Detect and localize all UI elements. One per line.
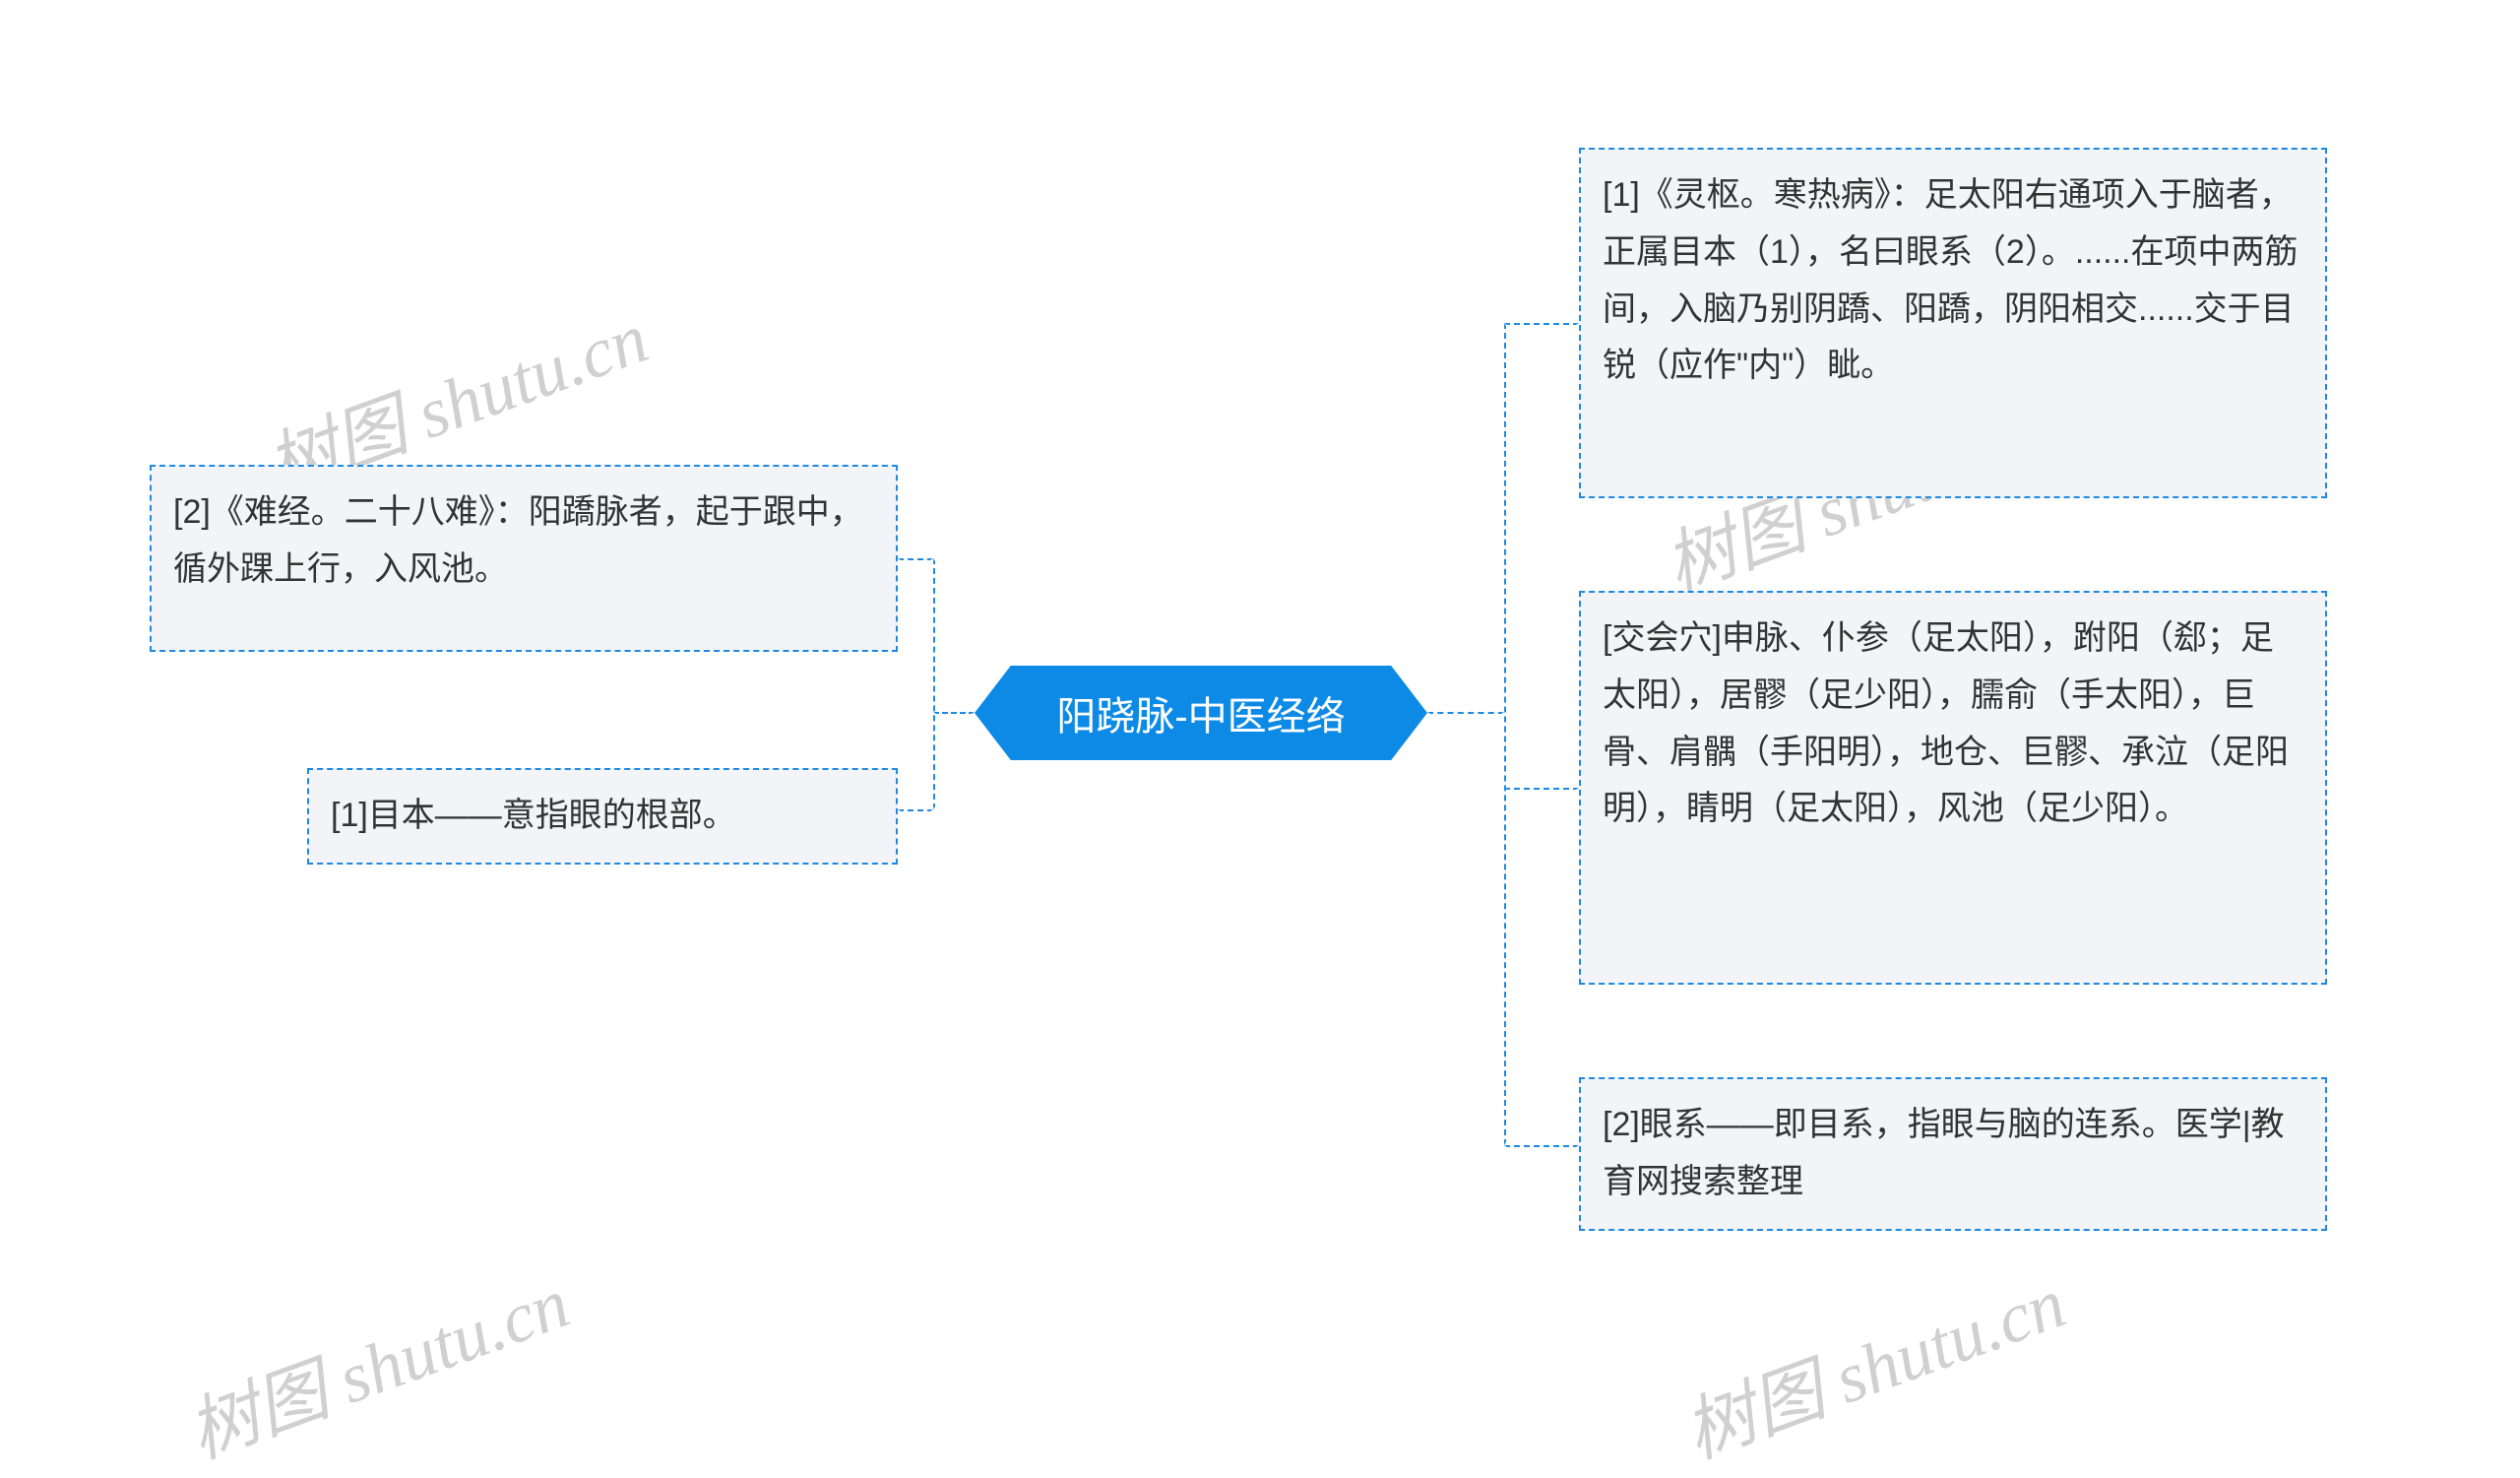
center-node[interactable]: 阳跷脉-中医经络: [975, 666, 1427, 760]
connector-line: [1504, 788, 1579, 793]
connector-line: [898, 558, 933, 563]
connector-line: [933, 712, 975, 717]
watermark: 树图 shutu.cn: [171, 1245, 581, 1478]
connector-line: [898, 809, 933, 814]
branch-node-r3[interactable]: [2]眼系——即目系，指眼与脑的连系。医学|教育网搜索整理: [1579, 1077, 2327, 1231]
watermark: 树图 shutu.cn: [1668, 1245, 2077, 1478]
connector-line: [933, 558, 938, 809]
connector-line: [1504, 323, 1509, 1145]
connector-line: [1504, 323, 1579, 328]
branch-node-l1[interactable]: [2]《难经。二十八难》：阳蹻脉者，起于跟中，循外踝上行，入风池。: [150, 465, 898, 652]
mindmap-canvas: 树图 shutu.cn 树图 shutu.cn 树图 shutu.cn 树图 s…: [0, 0, 2520, 1419]
branch-node-r2[interactable]: [交会穴]申脉、仆参（足太阳），跗阳（郄；足太阳），居髎（足少阳），臑俞（手太阳…: [1579, 591, 2327, 985]
branch-node-l2[interactable]: [1]目本——意指眼的根部。: [307, 768, 898, 865]
connector-line: [1427, 712, 1504, 717]
branch-node-r1[interactable]: [1]《灵枢。寒热病》：足太阳右通项入于脑者，正属目本（1），名曰眼系（2）。.…: [1579, 148, 2327, 498]
connector-line: [1504, 1145, 1579, 1150]
